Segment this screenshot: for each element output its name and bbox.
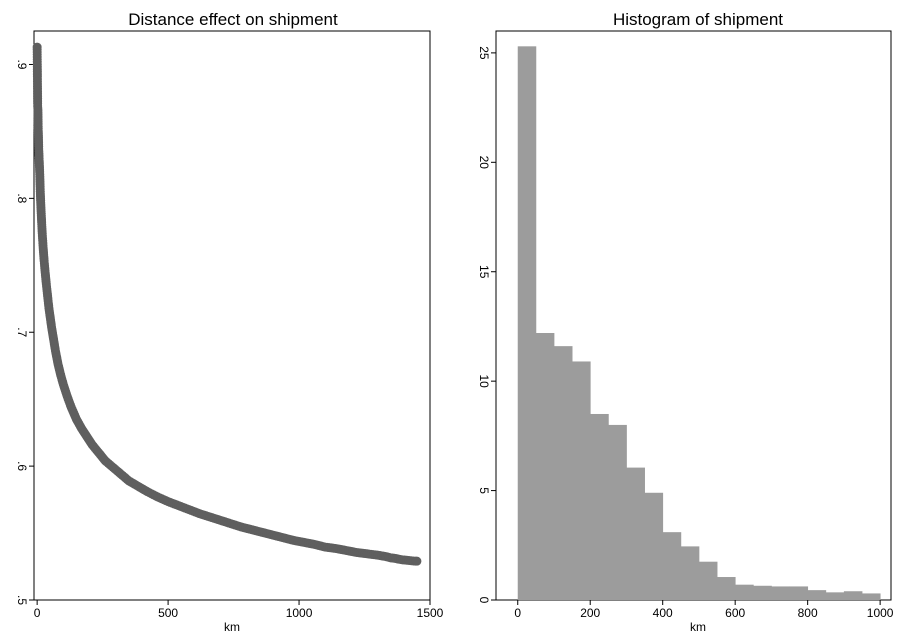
histogram-y-tick-label: 20 bbox=[477, 156, 491, 170]
histogram-bar bbox=[535, 333, 555, 600]
histogram-bar bbox=[590, 413, 609, 600]
scatter-y-tick-label: .6 bbox=[15, 461, 29, 471]
histogram-y-tick-label: 10 bbox=[477, 374, 491, 388]
scatter-y-axis: .5 .6 .7 .8 .9 bbox=[15, 59, 34, 605]
histogram-bar bbox=[843, 591, 863, 600]
scatter-y-tick-label: .9 bbox=[15, 59, 29, 69]
histogram-y-tick-label: 25 bbox=[477, 46, 491, 60]
histogram-x-tick-label: 1000 bbox=[867, 606, 894, 620]
histogram-bar bbox=[717, 577, 736, 600]
scatter-y-tick-label: .8 bbox=[15, 193, 29, 203]
histogram-x-tick-label: 400 bbox=[653, 606, 673, 620]
histogram-bar bbox=[572, 361, 591, 600]
histogram-bar bbox=[517, 46, 537, 600]
histogram-x-tick-label: 200 bbox=[580, 606, 600, 620]
histogram-y-axis: 0 5 10 15 20 25 bbox=[477, 46, 496, 604]
scatter-plot-frame bbox=[33, 30, 431, 601]
histogram-bar bbox=[608, 424, 627, 600]
scatter-y-tick-label: .7 bbox=[15, 327, 29, 337]
histogram-bar bbox=[680, 546, 700, 600]
scatter-x-tick-label: 1000 bbox=[286, 606, 313, 620]
scatter-x-tick-label: 500 bbox=[158, 606, 178, 620]
histogram-bars bbox=[517, 46, 881, 600]
scatter-panel: Distance effect on shipment .5 .6 .7 .8 .9 0… bbox=[15, 10, 444, 634]
scatter-points bbox=[32, 42, 422, 566]
histogram-bar bbox=[644, 492, 664, 600]
histogram-bar bbox=[553, 346, 573, 600]
histogram-x-axis-label: km bbox=[690, 620, 706, 634]
scatter-title: Distance effect on shipment bbox=[128, 10, 338, 29]
histogram-y-tick-label: 0 bbox=[477, 597, 491, 604]
scatter-x-tick-label: 0 bbox=[34, 606, 41, 620]
histogram-bar bbox=[807, 590, 827, 600]
histogram-bar bbox=[825, 592, 845, 600]
histogram-bar bbox=[626, 467, 645, 600]
histogram-title: Histogram of shipment bbox=[613, 10, 783, 29]
histogram-panel: Histogram of shipment 0 5 10 15 20 25 0 200 400… bbox=[477, 10, 894, 634]
histogram-x-tick-label: 600 bbox=[725, 606, 745, 620]
histogram-y-tick-label: 5 bbox=[477, 487, 491, 494]
histogram-y-tick-label: 15 bbox=[477, 265, 491, 279]
histogram-bar bbox=[698, 561, 718, 600]
histogram-bar bbox=[862, 593, 881, 600]
histogram-x-tick-label: 800 bbox=[798, 606, 818, 620]
histogram-bar bbox=[753, 585, 772, 600]
histogram-x-tick-label: 0 bbox=[514, 606, 521, 620]
histogram-x-axis: 0 200 400 600 800 1000 bbox=[514, 600, 894, 620]
scatter-x-axis-label: km bbox=[224, 620, 240, 634]
scatter-y-tick-label: .5 bbox=[15, 595, 29, 605]
scatter-x-tick-label: 1500 bbox=[417, 606, 444, 620]
histogram-bar bbox=[789, 586, 809, 600]
scatter-x-axis: 0 500 1000 1500 bbox=[34, 600, 444, 620]
scatter-point bbox=[412, 556, 422, 566]
histogram-bar bbox=[735, 584, 754, 600]
histogram-bar bbox=[771, 586, 790, 600]
histogram-bar bbox=[662, 532, 682, 600]
